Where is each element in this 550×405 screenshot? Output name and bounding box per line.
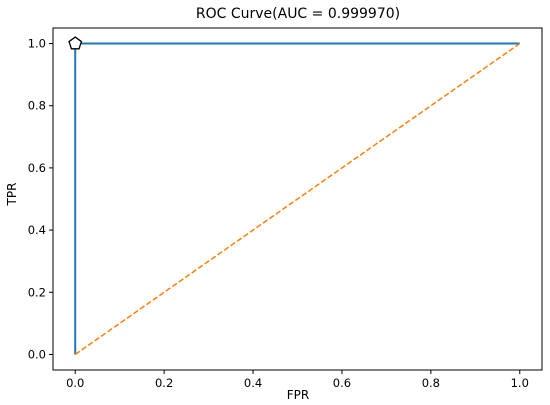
marker-layer	[68, 36, 83, 50]
optimal-threshold-marker	[68, 36, 83, 50]
x-tick-label: 0.2	[155, 376, 173, 390]
y-axis-ticks: 0.0 0.2 0.4 0.6 0.8 1.0	[28, 37, 53, 361]
x-tick-label: 0.6	[333, 376, 351, 390]
y-tick-label: 1.0	[28, 37, 46, 51]
y-tick-label: 0.0	[28, 347, 46, 361]
x-tick-label: 0.0	[66, 376, 84, 390]
y-tick-label: 0.8	[28, 99, 46, 113]
x-axis-ticks: 0.0 0.2 0.4 0.6 0.8 1.0	[66, 370, 529, 390]
diagonal-reference-line	[74, 42, 521, 356]
x-axis-label: FPR	[287, 388, 309, 402]
y-tick-label: 0.2	[28, 285, 46, 299]
y-tick-label: 0.4	[28, 223, 46, 237]
y-axis-label: TPR	[5, 183, 19, 207]
y-tick-label: 0.6	[28, 161, 46, 175]
x-tick-label: 1.0	[511, 376, 529, 390]
chart-title: ROC Curve(AUC = 0.999970)	[196, 6, 400, 22]
series-layer	[74, 42, 521, 356]
x-tick-label: 0.8	[422, 376, 440, 390]
plot-frame	[52, 27, 543, 371]
x-tick-label: 0.4	[244, 376, 262, 390]
